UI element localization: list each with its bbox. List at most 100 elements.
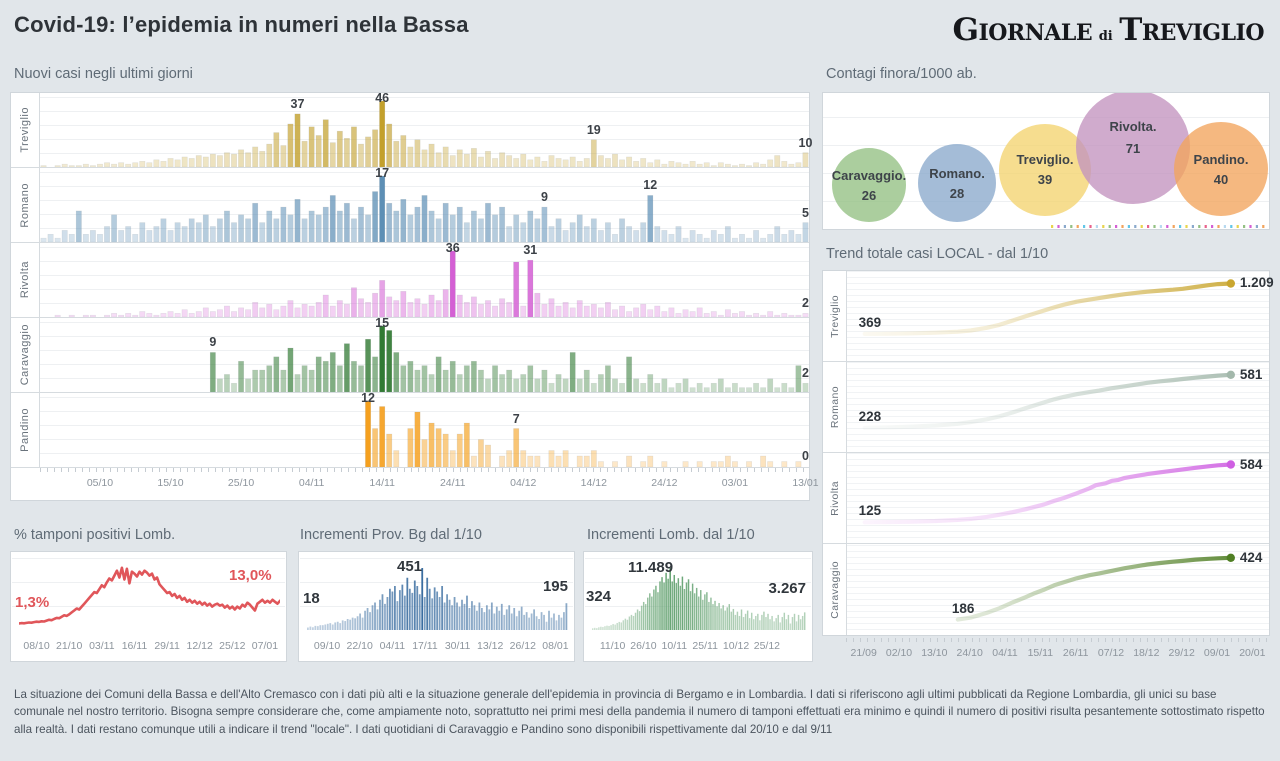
axis-tick-label: 10/11	[661, 640, 688, 652]
bg-end-label: 195	[542, 578, 568, 595]
trend-line-treviglio[interactable]: 369 1.209	[847, 271, 1274, 361]
trend-line-caravaggio[interactable]: 186 424	[847, 544, 1269, 635]
trend-row-caravaggio: Caravaggio 186 424	[823, 544, 1269, 635]
row-label-pandino: Pandino	[11, 393, 40, 467]
axis-tick-label: 21/10	[56, 640, 83, 652]
newcases-title: Nuovi casi negli ultimi giorni	[14, 66, 193, 82]
row-label-rivolta: Rivolta	[11, 243, 40, 317]
axis-tick-label: 13/10	[921, 647, 948, 659]
axis-tick-label: 25/12	[219, 640, 246, 652]
tamponi-end-label: 13,0%	[229, 567, 272, 584]
tamponi-plot[interactable]	[17, 558, 282, 635]
trend-start-value: 369	[858, 314, 882, 330]
axis-tick-label: 25/10	[227, 477, 255, 489]
axis-tick-label: 18/12	[1133, 647, 1160, 659]
bg-start-label: 18	[303, 590, 320, 607]
bar-value-label: 9	[209, 335, 217, 350]
bar-value-label: 2	[801, 296, 809, 311]
row-label-caravaggio: Caravaggio	[11, 318, 40, 392]
page-title: Covid-19: l’epidemia in numeri nella Bas…	[14, 12, 469, 37]
trend-start-value: 228	[858, 408, 882, 424]
newcases-bars-caravaggio[interactable]: 9 15 2	[40, 316, 809, 392]
trend-end-value: 1.209	[1239, 275, 1274, 291]
bubble-mini-ticks	[1051, 225, 1265, 228]
trend-label-caravaggio: Caravaggio	[823, 544, 847, 635]
axis-tick-label: 02/10	[885, 647, 913, 659]
trend-start-value: 186	[951, 600, 975, 616]
bubble-value: 26	[862, 188, 876, 203]
tamponi-chart[interactable]: 1,3% 13,0% 08/10 21/10 03/11 16/11 29/11 12/12 2…	[10, 551, 287, 662]
axis-tick-label: 24/11	[439, 477, 466, 489]
row-label-text: Pandino	[19, 408, 31, 452]
bg-plot[interactable]	[307, 558, 568, 635]
trend-line-romano[interactable]: 228 581	[847, 362, 1269, 452]
axis-tick-label: 26/11	[1062, 647, 1089, 659]
row-label-text: Romano	[828, 385, 841, 429]
axis-ticks	[40, 468, 809, 472]
trend-label-romano: Romano	[823, 362, 847, 452]
logo-word-di: di	[1098, 29, 1113, 44]
axis-tick-label: 26/10	[630, 640, 657, 652]
newcases-bars-treviglio[interactable]: 37 46 19 10	[40, 91, 812, 167]
bg-title: Incrementi Prov. Bg dal 1/10	[300, 527, 482, 543]
axis-tick-label: 29/11	[154, 640, 180, 652]
axis-tick-label: 13/12	[477, 640, 504, 652]
trend-row-romano: Romano 228 581	[823, 362, 1269, 453]
bubble-name: Treviglio.	[1016, 152, 1073, 167]
axis-tick-label: 24/10	[956, 647, 983, 659]
newcases-chart[interactable]: Treviglio 37 46 19 10 Romano 17 9 12 5 Rivolta 36 31…	[10, 91, 819, 501]
bar-value-label: 19	[586, 122, 601, 137]
row-label-text: Caravaggio	[828, 560, 841, 619]
logo-word-giornale: GIORNALE	[952, 12, 1093, 48]
bubble-name: Romano.	[929, 166, 985, 181]
bg-increments-chart[interactable]: 18 451 195 09/10 22/10 04/11 17/11 30/11 13/12 26…	[298, 551, 575, 662]
bar-value-label: 36	[445, 241, 460, 255]
axis-tick-label: 14/12	[580, 477, 607, 489]
bubble-caravaggio[interactable]	[832, 148, 906, 222]
bubble-pandino[interactable]	[1174, 122, 1268, 216]
bar-value-label: 31	[523, 243, 538, 258]
bar-value-label: 46	[375, 91, 390, 105]
newcases-bars-pandino[interactable]: 12 7 0	[40, 391, 809, 467]
tamponi-title: % tamponi positivi Lomb.	[14, 527, 176, 543]
bar-value-label: 7	[512, 411, 520, 426]
lomb-plot[interactable]	[592, 558, 806, 635]
bubble-rivolta[interactable]	[1076, 90, 1190, 204]
axis-tick-label: 25/12	[753, 640, 781, 652]
bubble-romano[interactable]	[918, 144, 996, 222]
axis-tick-label: 10/12	[722, 640, 750, 652]
axis-tick-label: 21/09	[850, 647, 877, 659]
newspaper-logo: GIORNALE di TREVIGLIO	[952, 12, 1264, 48]
axis-tick-label: 08/01	[542, 640, 569, 652]
bubbles-title: Contagi finora/1000 ab.	[826, 66, 977, 82]
axis-tick-label: 08/10	[23, 640, 50, 652]
row-label-text: Romano	[19, 182, 31, 228]
newcases-axis: 05/10 15/10 25/10 04/11 14/11 24/11 04/12 14/12…	[11, 468, 819, 501]
trend-chart[interactable]: Treviglio 369 1.209 Romano 228 581 Rivolta 125 5…	[822, 270, 1274, 636]
axis-tick-label: 29/12	[1168, 647, 1195, 659]
bar-value-label: 12	[643, 178, 658, 193]
trend-start-value: 125	[858, 503, 882, 519]
bg-peak-label: 451	[397, 558, 423, 575]
bubble-name: Pandino.	[1194, 152, 1249, 167]
footer-note: La situazione dei Comuni della Bassa e d…	[14, 688, 1265, 736]
lomb-end-label: 3.267	[768, 580, 806, 597]
bubble-treviglio[interactable]	[999, 124, 1091, 216]
axis-tick-label: 26/12	[509, 640, 536, 652]
lomb-increments-chart[interactable]: 324 11.489 3.267 11/10 26/10 10/11 25/11 10/12 2…	[583, 551, 813, 662]
bar-value-label: 12	[361, 391, 375, 405]
lomb-start-label: 324	[586, 588, 612, 605]
newcases-bars-rivolta[interactable]: 36 31 2	[40, 241, 809, 317]
bar-value-label: 0	[801, 449, 809, 463]
axis-tick-label: 07/12	[1097, 647, 1125, 659]
axis-tick-label: 03/11	[89, 640, 115, 652]
newcases-bars-romano[interactable]: 17 9 12 5	[40, 166, 809, 242]
axis-ticks	[846, 638, 1270, 642]
bubble-value: 71	[1126, 141, 1140, 156]
newcases-row-romano: Romano 17 9 12 5	[11, 166, 809, 243]
bubbles-chart[interactable]: Caravaggio. 26 Romano. 28 Treviglio. 39 Rivolt…	[822, 90, 1270, 230]
axis-tick-label: 25/11	[692, 640, 718, 652]
bar-value-label: 10	[798, 135, 813, 150]
trend-line-rivolta[interactable]: 125 584	[847, 453, 1269, 543]
